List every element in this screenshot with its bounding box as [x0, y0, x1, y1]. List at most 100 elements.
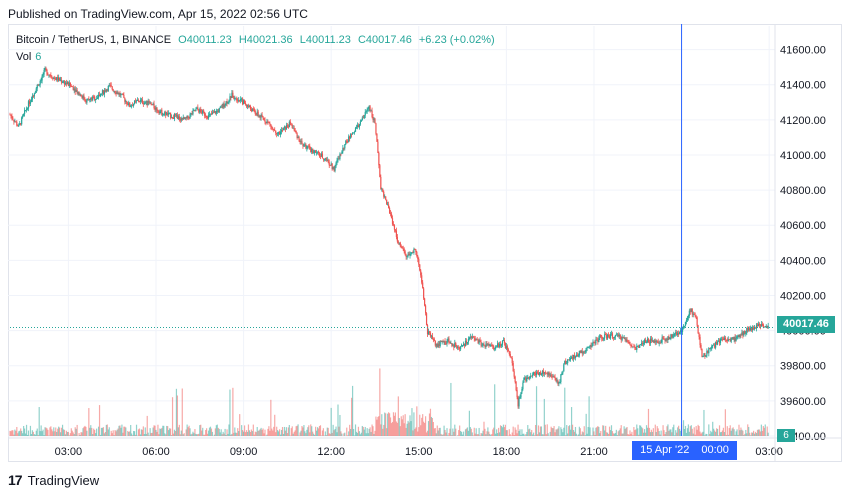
- candle-body: [79, 92, 80, 95]
- candle-body: [316, 153, 317, 154]
- volume-bar: [125, 427, 126, 436]
- volume-bar: [28, 431, 29, 436]
- candle-body: [561, 373, 562, 374]
- candle-body: [262, 116, 263, 118]
- candle-body: [520, 392, 521, 397]
- volume-bar: [346, 428, 347, 436]
- candle-body: [763, 324, 764, 326]
- candle-body: [685, 322, 686, 326]
- candle-body: [566, 363, 567, 364]
- candle-body: [474, 338, 475, 339]
- candle-body: [97, 98, 98, 99]
- candle-body: [390, 213, 391, 214]
- candle-body: [10, 115, 11, 116]
- volume-bar: [558, 426, 559, 436]
- candle-body: [562, 372, 563, 374]
- candle-body: [481, 345, 482, 346]
- candle-body: [589, 347, 590, 348]
- candle-body: [629, 342, 630, 345]
- candle-body: [45, 68, 46, 70]
- candle-body: [385, 196, 386, 199]
- candle-body: [179, 116, 180, 119]
- candle-body: [663, 338, 664, 339]
- candle-body: [462, 345, 463, 346]
- candle-body: [768, 326, 769, 328]
- candle-body: [705, 356, 706, 357]
- candle-body: [648, 339, 649, 343]
- candle-body: [162, 115, 163, 116]
- volume-bar: [494, 384, 495, 436]
- candle-body: [336, 160, 337, 162]
- candle-body: [672, 337, 673, 338]
- candle-body: [360, 122, 361, 125]
- candle-body: [200, 109, 201, 111]
- candle-body: [197, 107, 198, 109]
- candle-body: [469, 338, 470, 339]
- candle-body: [575, 356, 576, 358]
- y-tick-label: 40800.00: [780, 185, 826, 197]
- candle-body: [553, 376, 554, 377]
- volume-bar: [479, 428, 480, 436]
- candle-body: [508, 349, 509, 351]
- candle-body: [354, 132, 355, 133]
- candle-body: [328, 160, 329, 163]
- volume-bar: [768, 433, 769, 436]
- volume-legend: Vol 6: [16, 51, 41, 63]
- candle-body: [448, 339, 449, 342]
- candle-body: [541, 374, 542, 375]
- candle-body: [643, 343, 644, 344]
- footer-branding[interactable]: 17 TradingView: [8, 472, 99, 488]
- candle-body: [138, 100, 139, 101]
- candle-body: [455, 343, 456, 346]
- candle-body: [126, 101, 127, 104]
- candle-body: [388, 204, 389, 207]
- crosshair-date: 15 Apr '22: [640, 444, 689, 456]
- candle-body: [322, 154, 323, 159]
- candle-body: [570, 358, 571, 359]
- candle-body: [290, 122, 291, 125]
- series-legend: Bitcoin / TetherUS, 1, BINANCE O40011.23…: [16, 34, 499, 46]
- candle-body: [626, 339, 627, 341]
- volume-bar: [109, 427, 110, 436]
- candle-body: [113, 89, 114, 91]
- candle-body: [51, 76, 52, 77]
- candle-body: [569, 359, 570, 360]
- volume-bar: [253, 425, 254, 436]
- candle-body: [563, 364, 564, 371]
- candle-body: [386, 200, 387, 205]
- candle-body: [324, 159, 325, 160]
- candle-body: [509, 351, 510, 354]
- candle-body: [674, 334, 675, 335]
- candle-body: [84, 99, 85, 101]
- candle-body: [699, 337, 700, 345]
- volume-bar: [289, 425, 290, 436]
- candle-body: [159, 111, 160, 113]
- candle-body: [711, 346, 712, 348]
- candle-body: [306, 147, 307, 149]
- candle-body: [228, 100, 229, 101]
- candle-body: [72, 86, 73, 87]
- candle-body: [432, 336, 433, 339]
- candle-body: [662, 337, 663, 338]
- vol-label: Vol: [16, 51, 31, 63]
- candle-body: [62, 82, 63, 83]
- candle-body: [270, 124, 271, 126]
- candle-body: [378, 153, 379, 165]
- candle-body: [601, 337, 602, 339]
- candle-body: [382, 189, 383, 192]
- volume-bar: [229, 390, 230, 436]
- volume-bar: [331, 408, 332, 436]
- candle-body: [687, 318, 688, 320]
- candle-body: [393, 224, 394, 225]
- candle-body: [156, 107, 157, 110]
- candle-body: [661, 342, 662, 343]
- volume-bar: [564, 388, 565, 436]
- volume-bar: [323, 428, 324, 436]
- candle-body: [591, 346, 592, 347]
- x-tick-label: 18:00: [493, 446, 521, 458]
- last-volume-tag: 6: [777, 429, 795, 442]
- candle-body: [429, 331, 430, 332]
- y-tick-label: 40200.00: [780, 290, 826, 302]
- volume-bar: [450, 383, 451, 436]
